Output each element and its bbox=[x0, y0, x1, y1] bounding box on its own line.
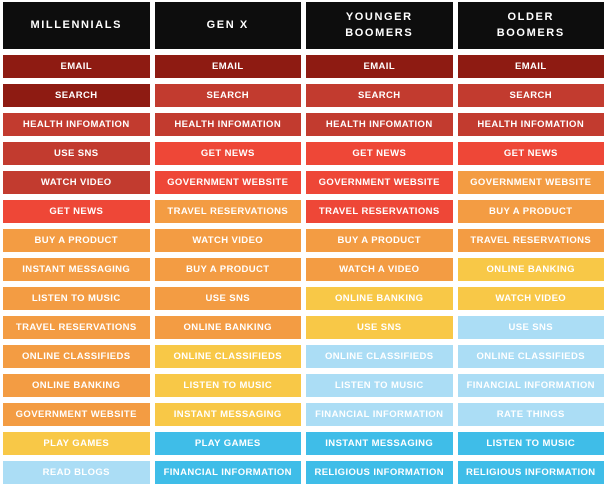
activity-cell-younger-boomers-1-email: EMAIL bbox=[306, 55, 453, 78]
activity-cell-gen-x-10-online-banking: ONLINE BANKING bbox=[154, 316, 301, 339]
activity-cell-older-boomers-4-get-news: GET NEWS bbox=[457, 142, 604, 165]
activity-cell-millennials-15-read-blogs: READ BLOGS bbox=[3, 461, 150, 484]
activity-cell-younger-boomers-8-watch-a-video: WATCH A VIDEO bbox=[306, 258, 453, 281]
activity-cell-older-boomers-15-religious-information: RELIGIOUS INFORMATION bbox=[457, 461, 604, 484]
activity-cell-older-boomers-9-watch-video: WATCH VIDEO bbox=[457, 287, 604, 310]
activity-cell-millennials-3-health-infomation: HEALTH INFOMATION bbox=[3, 113, 150, 136]
activity-cell-younger-boomers-15-religious-information: RELIGIOUS INFORMATION bbox=[306, 461, 453, 484]
activity-cell-millennials-1-email: EMAIL bbox=[3, 55, 150, 78]
activity-cell-older-boomers-12-financial-information: FINANCIAL INFORMATION bbox=[457, 374, 604, 397]
activity-cell-older-boomers-13-rate-things: RATE THINGS bbox=[457, 403, 604, 426]
activity-cell-millennials-2-search: SEARCH bbox=[3, 84, 150, 107]
activity-cell-older-boomers-7-travel-reservations: TRAVEL RESERVATIONS bbox=[457, 229, 604, 252]
activity-cell-older-boomers-1-email: EMAIL bbox=[457, 55, 604, 78]
column-header-gen-x: GEN X bbox=[154, 2, 301, 49]
activity-cell-gen-x-8-buy-a-product: BUY A PRODUCT bbox=[154, 258, 301, 281]
activity-cell-gen-x-5-government-website: GOVERNMENT WEBSITE bbox=[154, 171, 301, 194]
activity-cell-younger-boomers-5-government-website: GOVERNMENT WEBSITE bbox=[306, 171, 453, 194]
activity-cell-younger-boomers-2-search: SEARCH bbox=[306, 84, 453, 107]
column-older-boomers: OLDER BOOMERS EMAIL SEARCH HEALTH INFOMATIO… bbox=[457, 2, 604, 484]
activity-cell-younger-boomers-10-use-sns: USE SNS bbox=[306, 316, 453, 339]
activity-cell-younger-boomers-7-buy-a-product: BUY A PRODUCT bbox=[306, 229, 453, 252]
column-gen-x: GEN X EMAIL SEARCH HEALTH INFOMATION GET NEW… bbox=[154, 2, 301, 484]
activity-cell-millennials-5-watch-video: WATCH VIDEO bbox=[3, 171, 150, 194]
activity-cell-older-boomers-5-government-website: GOVERNMENT WEBSITE bbox=[457, 171, 604, 194]
column-header-millennials: MILLENNIALS bbox=[3, 2, 150, 49]
column-younger-boomers: YOUNGER BOOMERS EMAIL SEARCH HEALTH INFOMAT… bbox=[306, 2, 453, 484]
activity-cell-millennials-4-use-sns: USE SNS bbox=[3, 142, 150, 165]
activity-cell-gen-x-9-use-sns: USE SNS bbox=[154, 287, 301, 310]
activity-cell-millennials-11-online-classifieds: ONLINE CLASSIFIEDS bbox=[3, 345, 150, 368]
activity-cell-younger-boomers-11-online-classifieds: ONLINE CLASSIFIEDS bbox=[306, 345, 453, 368]
activity-cell-older-boomers-3-health-infomation: HEALTH INFOMATION bbox=[457, 113, 604, 136]
activity-cell-millennials-12-online-banking: ONLINE BANKING bbox=[3, 374, 150, 397]
column-header-older-boomers: OLDER BOOMERS bbox=[457, 2, 604, 49]
activity-cell-younger-boomers-13-financial-information: FINANCIAL INFORMATION bbox=[306, 403, 453, 426]
activity-cell-millennials-14-play-games: PLAY GAMES bbox=[3, 432, 150, 455]
column-millennials: MILLENNIALS EMAIL SEARCH HEALTH INFOMATION U… bbox=[3, 2, 150, 484]
activity-cell-gen-x-6-travel-reservations: TRAVEL RESERVATIONS bbox=[154, 200, 301, 223]
activity-cell-gen-x-13-instant-messaging: INSTANT MESSAGING bbox=[154, 403, 301, 426]
activity-cell-older-boomers-6-buy-a-product: BUY A PRODUCT bbox=[457, 200, 604, 223]
activity-cell-younger-boomers-9-online-banking: ONLINE BANKING bbox=[306, 287, 453, 310]
activity-cell-older-boomers-10-use-sns: USE SNS bbox=[457, 316, 604, 339]
activity-cell-gen-x-4-get-news: GET NEWS bbox=[154, 142, 301, 165]
activity-cell-gen-x-2-search: SEARCH bbox=[154, 84, 301, 107]
activity-cell-older-boomers-11-online-classifieds: ONLINE CLASSIFIEDS bbox=[457, 345, 604, 368]
activity-cell-older-boomers-14-listen-to-music: LISTEN TO MUSIC bbox=[457, 432, 604, 455]
activity-cell-gen-x-1-email: EMAIL bbox=[154, 55, 301, 78]
activity-cell-gen-x-7-watch-video: WATCH VIDEO bbox=[154, 229, 301, 252]
activity-cell-gen-x-14-play-games: PLAY GAMES bbox=[154, 432, 301, 455]
activity-cell-gen-x-3-health-infomation: HEALTH INFOMATION bbox=[154, 113, 301, 136]
activity-cell-younger-boomers-3-health-infomation: HEALTH INFOMATION bbox=[306, 113, 453, 136]
activity-cell-younger-boomers-14-instant-messaging: INSTANT MESSAGING bbox=[306, 432, 453, 455]
activity-cell-younger-boomers-4-get-news: GET NEWS bbox=[306, 142, 453, 165]
activity-cell-millennials-8-instant-messaging: INSTANT MESSAGING bbox=[3, 258, 150, 281]
activity-cell-millennials-6-get-news: GET NEWS bbox=[3, 200, 150, 223]
activity-cell-younger-boomers-6-travel-reservations: TRAVEL RESERVATIONS bbox=[306, 200, 453, 223]
activity-cell-gen-x-12-listen-to-music: LISTEN TO MUSIC bbox=[154, 374, 301, 397]
activity-cell-younger-boomers-12-listen-to-music: LISTEN TO MUSIC bbox=[306, 374, 453, 397]
activity-cell-older-boomers-8-online-banking: ONLINE BANKING bbox=[457, 258, 604, 281]
activity-cell-gen-x-11-online-classifieds: ONLINE CLASSIFIEDS bbox=[154, 345, 301, 368]
activity-cell-millennials-7-buy-a-product: BUY A PRODUCT bbox=[3, 229, 150, 252]
activity-cell-gen-x-15-financial-information: FINANCIAL INFORMATION bbox=[154, 461, 301, 484]
activity-cell-older-boomers-2-search: SEARCH bbox=[457, 84, 604, 107]
activity-cell-millennials-10-travel-reservations: TRAVEL RESERVATIONS bbox=[3, 316, 150, 339]
activity-cell-millennials-9-listen-to-music: LISTEN TO MUSIC bbox=[3, 287, 150, 310]
column-header-younger-boomers: YOUNGER BOOMERS bbox=[306, 2, 453, 49]
activity-cell-millennials-13-government-website: GOVERNMENT WEBSITE bbox=[3, 403, 150, 426]
